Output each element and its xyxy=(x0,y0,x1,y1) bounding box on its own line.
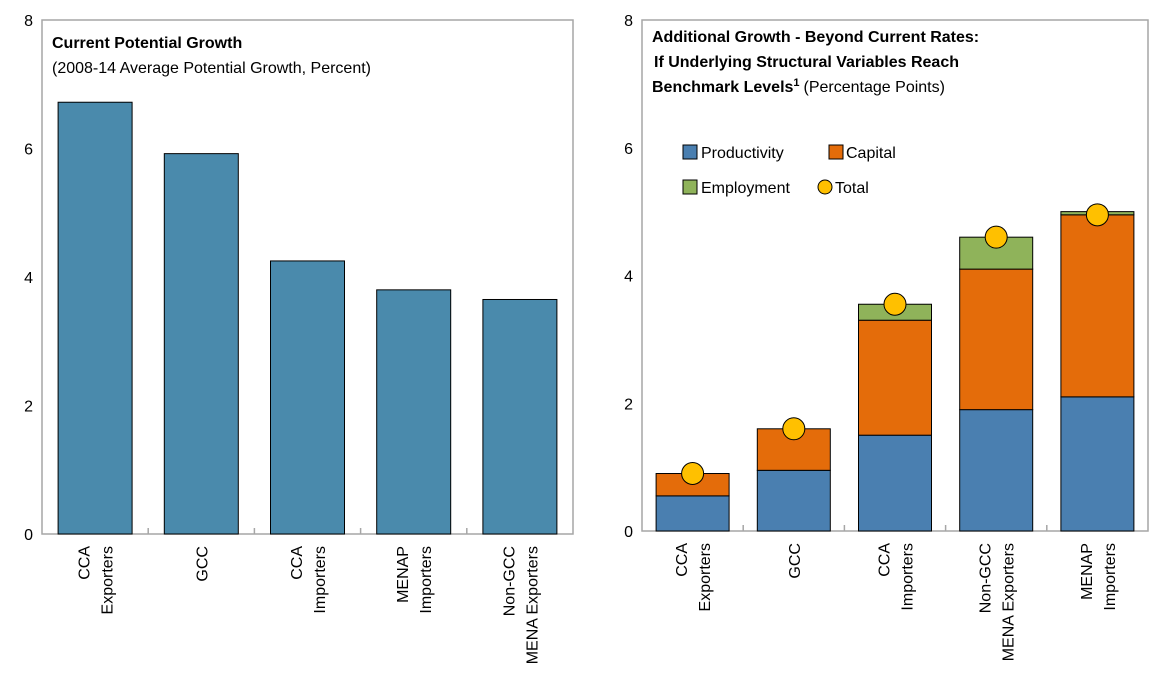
legend-marker-total xyxy=(817,179,833,195)
left-chart-panel: Current Potential Growth (2008-14 Averag… xyxy=(24,13,574,664)
right-chart-legend: Productivity Capital Employment Total xyxy=(682,144,896,197)
left-ytick-label-6: 6 xyxy=(24,142,33,159)
left-category-label-4-line-2: Importers xyxy=(418,546,435,614)
legend-label-capital: Capital xyxy=(846,145,896,162)
left-x-axis: CCA Exporters GCC CCA Importers MENAP Importer… xyxy=(77,528,541,664)
total-marker-2 xyxy=(782,417,806,441)
right-category-label-4-line-1: Non-GCC xyxy=(978,543,995,613)
right-chart-panel: Additional Growth - Beyond Current Rates… xyxy=(624,13,1149,661)
right-chart-title-line-3: Benchmark Levels1 (Percentage Points) xyxy=(652,77,945,96)
right-ytick-label-6: 6 xyxy=(624,141,633,158)
legend-label-total: Total xyxy=(835,180,869,197)
right-ytick-label-2: 2 xyxy=(624,396,633,413)
right-bar-capital-5 xyxy=(1060,214,1135,398)
left-category-label-3-line-2: Importers xyxy=(312,546,329,614)
right-category-label-1-line-1: CCA xyxy=(674,543,691,577)
left-category-label-4-line-1: MENAP xyxy=(395,546,412,603)
right-category-label-5-line-1: MENAP xyxy=(1079,543,1096,600)
left-ytick-label-2: 2 xyxy=(24,399,33,416)
right-category-label-2-line-1: GCC xyxy=(787,543,804,579)
left-category-label-5-line-2: MENA Exporters xyxy=(524,546,541,664)
legend-swatch-employment xyxy=(682,179,698,195)
right-bar-productivity-4 xyxy=(959,409,1034,532)
right-bar-productivity-5 xyxy=(1060,396,1135,532)
left-category-label-1-line-1: CCA xyxy=(77,546,94,580)
right-chart-title-line-1: Additional Growth - Beyond Current Rates… xyxy=(652,29,979,46)
right-category-label-3-line-2: Importers xyxy=(900,543,917,611)
right-category-label-5-line-2: Importers xyxy=(1102,543,1119,611)
left-bar-4 xyxy=(376,289,452,535)
right-bar-productivity-3 xyxy=(858,434,932,532)
total-marker-5 xyxy=(1085,203,1109,227)
left-chart-subtitle: (2008-14 Average Potential Growth, Perce… xyxy=(52,60,371,77)
right-category-label-3-line-1: CCA xyxy=(877,543,894,577)
left-ytick-label-4: 4 xyxy=(24,270,33,287)
right-total-markers xyxy=(681,203,1109,486)
left-bar-2 xyxy=(163,153,239,535)
right-bars xyxy=(655,211,1135,532)
total-marker-1 xyxy=(681,462,705,486)
left-bars xyxy=(57,101,558,535)
right-ytick-label-4: 4 xyxy=(624,269,633,286)
left-category-label-2-line-1: GCC xyxy=(194,546,211,582)
right-ytick-label-8: 8 xyxy=(624,13,633,30)
right-y-axis: 0 2 4 6 8 xyxy=(624,13,633,541)
right-bar-capital-4 xyxy=(959,268,1034,411)
right-x-axis: CCA Exporters GCC CCA Importers Non-GCC MENA E… xyxy=(674,525,1119,661)
legend-swatch-capital xyxy=(828,144,844,160)
left-bar-5 xyxy=(482,298,558,535)
right-bar-productivity-1 xyxy=(655,495,730,532)
total-marker-4 xyxy=(984,225,1008,249)
right-chart-title-line-2: If Underlying Structural Variables Reach xyxy=(654,54,959,71)
right-category-label-4-line-2: MENA Exporters xyxy=(1001,543,1018,661)
left-category-label-1-line-2: Exporters xyxy=(100,546,117,614)
right-category-label-1-line-2: Exporters xyxy=(697,543,714,611)
left-bar-3 xyxy=(270,260,345,535)
right-chart-title-line-3-text: Benchmark Levels xyxy=(652,79,794,96)
left-category-label-5-line-1: Non-GCC xyxy=(501,546,518,616)
left-y-axis: 0 2 4 6 8 xyxy=(24,13,33,544)
right-chart-title-superscript: 1 xyxy=(793,77,799,89)
left-chart-title: Current Potential Growth xyxy=(52,35,242,52)
right-bar-capital-3 xyxy=(858,319,932,436)
legend-label-employment: Employment xyxy=(701,180,790,197)
right-ytick-label-0: 0 xyxy=(624,524,633,541)
legend-swatch-productivity xyxy=(682,144,698,160)
left-ytick-label-0: 0 xyxy=(24,527,33,544)
right-bar-productivity-2 xyxy=(756,469,831,532)
left-category-label-3-line-1: CCA xyxy=(289,546,306,580)
total-marker-3 xyxy=(883,292,907,316)
left-bar-1 xyxy=(57,101,133,535)
legend-label-productivity: Productivity xyxy=(701,145,784,162)
left-ytick-label-8: 8 xyxy=(24,13,33,30)
right-chart-subtitle: (Percentage Points) xyxy=(804,79,945,96)
